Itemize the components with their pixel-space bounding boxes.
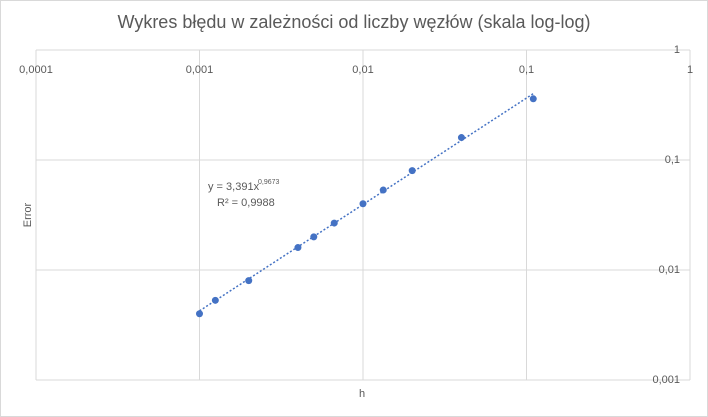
data-point (330, 219, 338, 227)
x-tick-label: 0,1 (519, 64, 534, 76)
y-tick-label: 0,1 (665, 154, 680, 166)
data-point (529, 95, 537, 103)
data-point (245, 277, 253, 285)
x-tick-label: 0,0001 (19, 64, 53, 76)
trendline-r-squared: R² = 0,9988 (217, 197, 275, 209)
data-point (211, 296, 219, 304)
x-tick-label: 0,001 (186, 64, 214, 76)
data-point (457, 134, 465, 142)
data-point (310, 233, 318, 241)
y-axis-title: Error (22, 202, 34, 227)
y-tick-label: 1 (674, 44, 680, 56)
trendline-exponent: 0,9673 (258, 179, 280, 186)
trendline-equation: y = 3,391x (208, 181, 260, 193)
x-tick-label: 0,01 (352, 64, 373, 76)
data-point (359, 200, 367, 208)
data-point (196, 310, 203, 318)
y-tick-label: 0,001 (652, 374, 680, 386)
data-point (294, 244, 302, 252)
x-tick-label: 1 (687, 64, 693, 76)
data-point (408, 167, 416, 175)
data-point (379, 186, 387, 194)
y-tick-label: 0,01 (659, 264, 680, 276)
x-axis-title: h (359, 388, 365, 400)
chart-title: Wykres błędu w zależności od liczby węzł… (117, 12, 590, 32)
